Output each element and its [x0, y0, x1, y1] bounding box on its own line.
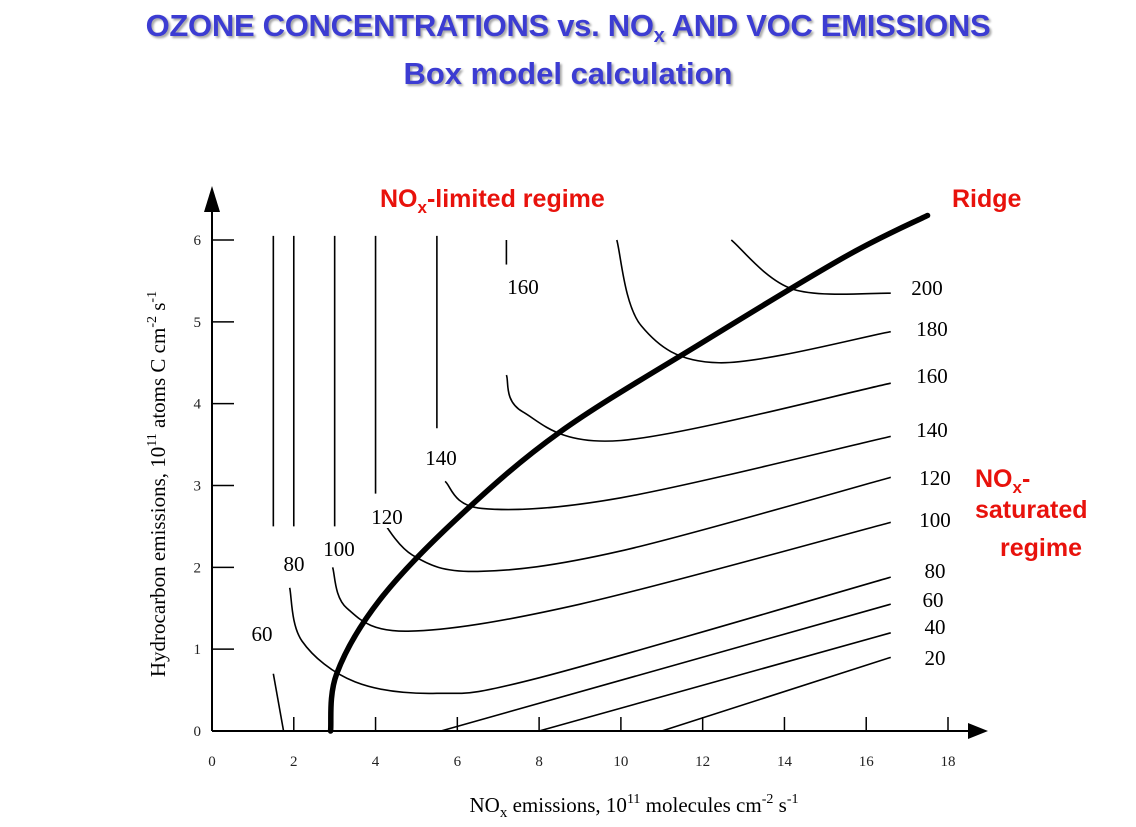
nox-saturated-label-line1: NOx-: [975, 465, 1030, 497]
contour-line-200: [730, 239, 891, 296]
contour-label-bg: [909, 278, 945, 299]
y-axis-arrow: [204, 186, 220, 212]
chart-subtitle: Box model calculation: [403, 56, 733, 91]
contour-label-160: 160: [916, 364, 948, 388]
y-tick-label: 3: [194, 479, 202, 495]
contour-label-160: 160: [507, 275, 539, 299]
x-tick-label: 18: [941, 754, 956, 770]
contour-label-bg: [369, 507, 405, 528]
contour-line-120: [374, 476, 891, 573]
x-tick-label: 0: [208, 754, 216, 770]
contour-label-20: 20: [925, 646, 946, 670]
y-tick-label: 4: [194, 397, 202, 413]
contour-line-180: [616, 239, 891, 364]
x-tick-label: 2: [290, 754, 298, 770]
contour-label-bg: [321, 539, 357, 560]
x-tick-label: 10: [613, 754, 628, 770]
contour-label-120: 120: [371, 505, 403, 529]
contour-label-bg: [914, 319, 950, 340]
contour-line-60: [272, 673, 285, 732]
contour-label-bg: [914, 420, 950, 441]
contour-label-80: 80: [284, 552, 305, 576]
contour-label-bg: [505, 277, 541, 298]
y-tick-label: 5: [194, 315, 202, 331]
x-tick-label: 12: [695, 754, 710, 770]
contour-line-160: [505, 374, 891, 442]
contour-label-bg: [914, 366, 950, 387]
contour-label-180: 180: [916, 317, 948, 341]
x-axis-label: NOx emissions, 1011 molecules cm-2 s-1: [470, 792, 799, 821]
y-tick-label: 6: [194, 233, 202, 249]
contour-line-100: [331, 521, 891, 632]
y-tick-label: 0: [194, 724, 202, 740]
x-tick-label: 16: [859, 754, 875, 770]
contour-line-140: [444, 435, 891, 511]
x-axis-arrow: [968, 723, 988, 739]
nox-saturated-label-line2: saturated: [975, 496, 1088, 524]
contour-label-200: 200: [911, 276, 943, 300]
contour-labels: 200 180 160 140 120 100 80 60 40 20 160 140 120 100 80…: [244, 275, 953, 670]
contour-line-40: [538, 632, 891, 732]
contour-line-20: [661, 656, 892, 732]
y-tick-label: 1: [194, 642, 202, 658]
x-tick-label: 14: [777, 754, 793, 770]
y-axis-label: Hydrocarbon emissions, 1011 atoms C cm-2…: [145, 291, 170, 677]
contour-label-100: 100: [919, 508, 951, 532]
contour-label-100: 100: [323, 537, 355, 561]
ridge-line: [327, 212, 931, 734]
contour-label-bg: [423, 448, 459, 469]
nox-limited-regime-label: NOx-limited regime: [380, 185, 605, 217]
x-tick-label: 8: [535, 754, 543, 770]
contour-label-60: 60: [252, 622, 273, 646]
contour-label-bg: [915, 590, 951, 611]
x-tick-label: 4: [372, 754, 380, 770]
contour-label-bg: [917, 561, 953, 582]
contour-label-bg: [244, 624, 280, 645]
chart-title: OZONE CONCENTRATIONS vs. NOx AND VOC EMI…: [145, 8, 991, 47]
contour-label-140: 140: [916, 418, 948, 442]
contour-label-140: 140: [425, 446, 457, 470]
contour-line-60: [440, 603, 891, 732]
contour-label-120: 120: [919, 466, 951, 490]
contour-line-80: [288, 576, 891, 695]
nox-saturated-label-line3: regime: [1000, 534, 1082, 562]
contour-label-80: 80: [925, 559, 946, 583]
contour-lines: [272, 235, 892, 732]
contour-label-bg: [276, 554, 312, 575]
contour-label-60: 60: [923, 588, 944, 612]
contour-label-bg: [917, 510, 953, 531]
contour-label-bg: [917, 468, 953, 489]
contour-label-40: 40: [925, 615, 946, 639]
x-tick-label: 6: [454, 754, 462, 770]
chart-axes: [204, 186, 988, 739]
contour-label-bg: [917, 617, 953, 638]
ridge-layer: [327, 212, 931, 734]
contour-label-bg: [917, 648, 953, 669]
y-tick-label: 2: [194, 560, 202, 576]
ridge-label: Ridge: [952, 185, 1022, 213]
